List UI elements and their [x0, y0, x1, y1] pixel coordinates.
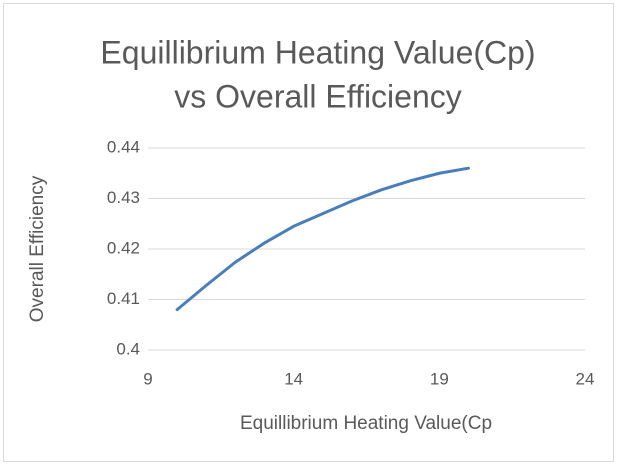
data-line	[175, 166, 470, 312]
y-tick-label: 0.41	[107, 289, 140, 308]
chart-border	[3, 3, 614, 462]
x-tick-label: 24	[576, 369, 595, 388]
y-tick-label: 0.44	[107, 137, 140, 156]
x-tick-label: 19	[430, 369, 449, 388]
x-tick-label: 9	[143, 369, 152, 388]
chart-title: vs Overall Efficiency	[174, 78, 462, 114]
y-axis-title: Overall Efficiency	[27, 175, 48, 322]
x-axis-title: Equillibrium Heating Value(Cp	[240, 413, 492, 434]
chart-title: Equillibrium Heating Value(Cp)	[100, 34, 535, 70]
y-tick-label: 0.43	[107, 188, 140, 207]
y-tick-label: 0.42	[107, 238, 140, 257]
x-tick-label: 14	[284, 369, 303, 388]
y-tick-label: 0.4	[116, 339, 140, 358]
